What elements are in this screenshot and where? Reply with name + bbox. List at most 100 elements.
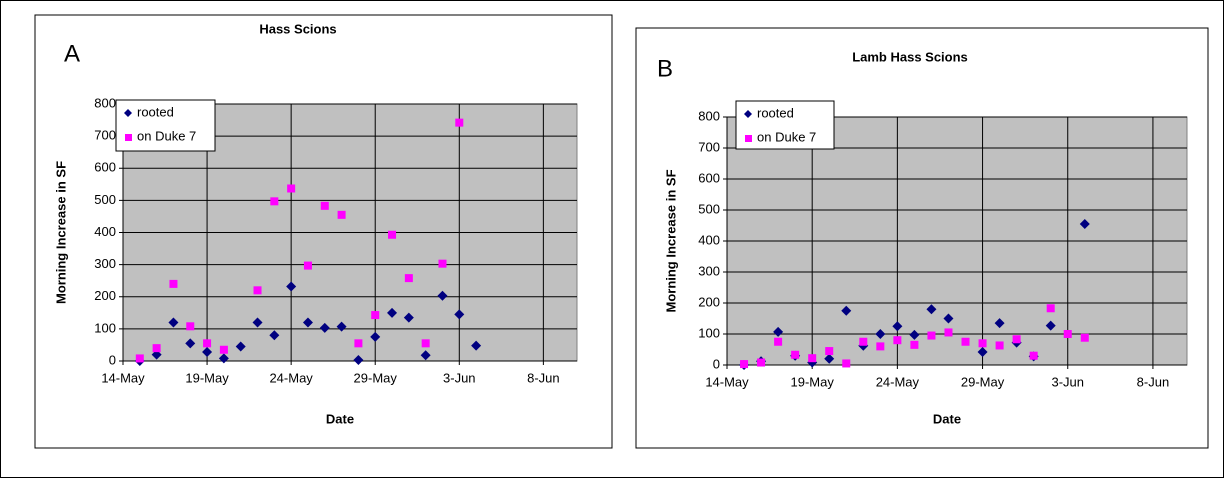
legend-box [115, 99, 216, 152]
point [876, 342, 885, 351]
point [337, 210, 346, 219]
point [774, 337, 783, 346]
point [302, 317, 313, 328]
point [336, 321, 347, 332]
point [437, 290, 448, 301]
point [185, 338, 196, 349]
point [287, 184, 296, 193]
panel-label: A [64, 40, 80, 67]
y-tick-label: 200 [94, 288, 116, 303]
point [218, 353, 229, 364]
point [320, 201, 329, 210]
legend-label: rooted [137, 104, 174, 119]
x-tick-label: 29-May [354, 370, 398, 385]
y-tick-label: 300 [94, 256, 116, 271]
point [168, 317, 179, 328]
point [927, 331, 936, 340]
point [286, 281, 297, 292]
legend-label: on Duke 7 [137, 128, 196, 143]
point [824, 353, 835, 364]
point [1046, 304, 1055, 313]
y-axis-label: Morning Increase in SF [53, 161, 68, 304]
point [253, 286, 262, 295]
x-tick-label: 24-May [876, 374, 920, 389]
legend-label: on Duke 7 [757, 129, 816, 144]
point [995, 341, 1004, 350]
x-axis-label: Date [326, 411, 354, 426]
point [270, 197, 279, 206]
point [388, 230, 397, 239]
point [893, 336, 902, 345]
point [353, 355, 364, 366]
y-tick-label: 300 [698, 263, 720, 278]
point [978, 339, 987, 348]
point [1063, 330, 1072, 338]
y-tick-label: 0 [109, 352, 116, 367]
point [825, 347, 834, 356]
point [1012, 335, 1021, 344]
point [926, 304, 937, 315]
point [875, 329, 886, 339]
point [404, 274, 413, 283]
point [203, 339, 212, 348]
x-tick-label: 19-May [791, 374, 835, 389]
point [421, 339, 430, 348]
x-tick-label: 8-Jun [1137, 374, 1170, 389]
point [1079, 218, 1090, 229]
point [961, 337, 970, 346]
point [235, 341, 246, 352]
legend-box [735, 100, 835, 150]
x-tick-label: 3-Jun [1051, 374, 1084, 389]
point [944, 328, 953, 337]
point [252, 317, 263, 328]
point [455, 118, 464, 127]
y-tick-label: 400 [94, 224, 116, 239]
point [1029, 351, 1038, 360]
point [186, 322, 195, 331]
point [202, 347, 213, 358]
y-tick-label: 800 [94, 95, 116, 110]
y-tick-label: 100 [698, 325, 720, 340]
chart-title: Hass Scions [259, 21, 336, 36]
point [842, 359, 851, 368]
x-tick-label: 29-May [961, 374, 1005, 389]
point [371, 311, 380, 320]
y-axis-label: Morning Increase in SF [663, 169, 678, 312]
legend-symbol [124, 109, 132, 117]
x-tick-label: 14-May [101, 370, 145, 385]
point [319, 322, 330, 333]
point [135, 354, 144, 363]
y-tick-label: 400 [698, 232, 720, 247]
point [269, 330, 280, 341]
y-tick-label: 700 [94, 128, 116, 143]
point [892, 321, 903, 332]
y-tick-label: 500 [94, 192, 116, 207]
point [910, 340, 919, 349]
point [438, 259, 447, 268]
point [354, 339, 363, 348]
point [791, 350, 800, 359]
point [773, 326, 784, 337]
point [1045, 320, 1056, 331]
point [152, 344, 161, 353]
legend-symbol [125, 134, 132, 141]
y-tick-label: 500 [698, 201, 720, 216]
y-tick-label: 0 [713, 356, 720, 371]
point [219, 345, 228, 354]
x-tick-label: 24-May [269, 370, 313, 385]
point [943, 313, 954, 324]
legend-symbol [745, 135, 752, 142]
y-tick-label: 800 [698, 108, 720, 123]
point [454, 309, 465, 320]
point [909, 329, 920, 340]
panel-label: B [657, 55, 673, 82]
point [370, 331, 381, 342]
x-tick-label: 3-Jun [443, 370, 476, 385]
x-tick-label: 14-May [705, 374, 749, 389]
point [740, 360, 749, 369]
point [994, 318, 1005, 329]
y-tick-label: 600 [698, 170, 720, 185]
y-tick-label: 700 [698, 139, 720, 154]
point [303, 261, 312, 270]
